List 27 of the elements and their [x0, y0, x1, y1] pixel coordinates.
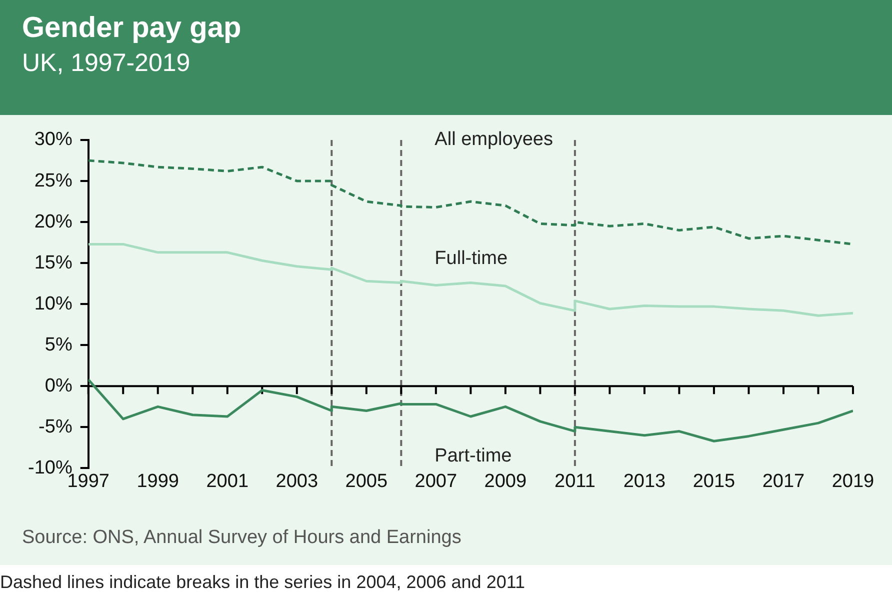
- x-tick-label: 2013: [623, 470, 666, 492]
- line-series: [88, 159, 853, 246]
- chart-subtitle: UK, 1997-2019: [22, 49, 192, 78]
- y-tick-label: 0%: [44, 375, 72, 396]
- x-tick-label: 2001: [206, 470, 249, 492]
- x-tick-label: 1999: [136, 470, 180, 492]
- series-label: Part-time: [434, 445, 512, 466]
- x-tick-label: 2003: [276, 470, 318, 492]
- text: Dashed lines indicate breaks in the series in 2004, 2006 and 2011: [0, 572, 526, 593]
- x-tick-label: 2011: [554, 470, 596, 492]
- text: All employees: [434, 129, 553, 150]
- y-tick-label: -5%: [38, 416, 72, 438]
- x-tick-label: 2015: [692, 470, 736, 492]
- y-tick-label: 10%: [34, 293, 72, 314]
- chart-title: Gender pay gap: [22, 12, 242, 45]
- x-tick-label: 2019: [832, 470, 874, 492]
- y-tick-label: 5%: [44, 334, 72, 356]
- x-tick-label: 2005: [345, 470, 388, 492]
- x-tick-label: 2009: [484, 470, 527, 492]
- y-tick-label: 15%: [34, 252, 72, 274]
- y-tick-label: 25%: [34, 170, 72, 192]
- x-tick-label: 2017: [762, 470, 805, 492]
- series-label: Full-time: [434, 248, 508, 269]
- y-tick-label: 20%: [34, 211, 72, 232]
- source-note: Source: ONS, Annual Survey of Hours and Earnings: [22, 527, 462, 549]
- y-tick-label: 30%: [34, 129, 72, 150]
- x-tick-label: 2007: [414, 470, 458, 492]
